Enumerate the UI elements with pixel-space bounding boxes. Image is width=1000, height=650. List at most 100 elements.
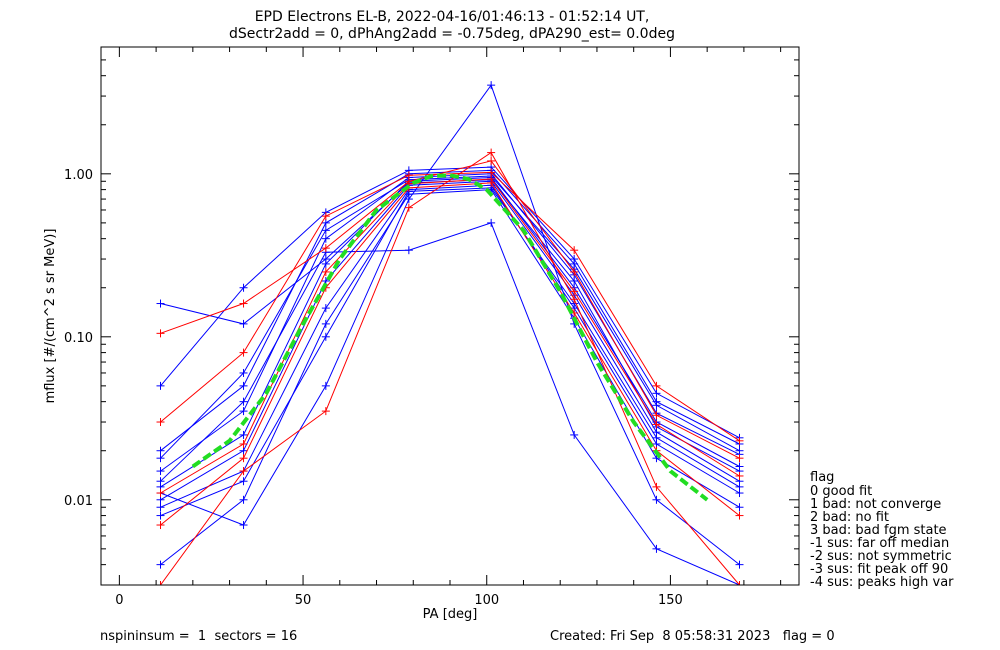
- data-point: [652, 433, 661, 442]
- legend-item: 3 bad: bad fgm state: [810, 523, 947, 538]
- data-point: [156, 299, 165, 308]
- data-point: [487, 168, 496, 177]
- x-tick-label: 50: [295, 593, 312, 608]
- data-point: [735, 482, 744, 491]
- legend-item: -4 sus: peaks high var: [810, 575, 954, 590]
- data-point: [652, 381, 661, 390]
- data-point: [321, 244, 330, 253]
- data-point: [156, 467, 165, 476]
- data-point: [487, 81, 496, 90]
- series-line: [160, 182, 740, 526]
- data-point: [239, 319, 248, 328]
- legend-item: -1 sus: far off median: [810, 536, 949, 551]
- data-point: [652, 420, 661, 429]
- data-point: [156, 581, 165, 585]
- series-line: [160, 222, 740, 585]
- series-line: [160, 173, 740, 472]
- x-tick-label: 100: [474, 593, 499, 608]
- data-point: [321, 407, 330, 416]
- series-line: [160, 151, 740, 585]
- data-point: [239, 454, 248, 463]
- data-point: [239, 439, 248, 448]
- series-line: [160, 180, 740, 501]
- plot-frame: [100, 46, 800, 586]
- data-point: [735, 503, 744, 512]
- data-point: [404, 203, 413, 212]
- data-point: [239, 368, 248, 377]
- series-line: [160, 166, 740, 439]
- data-point: [487, 156, 496, 165]
- data-point: [321, 332, 330, 341]
- series-line: [160, 171, 740, 442]
- data-point: [156, 381, 165, 390]
- series-line: [160, 160, 740, 459]
- data-point: [239, 397, 248, 406]
- y-axis-label: mflux [#/(cm^2 s sr MeV)]: [43, 229, 58, 404]
- series-line: [160, 189, 740, 565]
- data-point: [735, 560, 744, 569]
- data-point: [156, 511, 165, 520]
- data-point: [652, 482, 661, 491]
- data-point: [156, 418, 165, 427]
- data-point: [321, 218, 330, 227]
- data-point: [652, 389, 661, 398]
- series-layer: [156, 81, 744, 585]
- data-point: [239, 495, 248, 504]
- data-point: [239, 446, 248, 455]
- data-point: [652, 401, 661, 410]
- data-point: [156, 329, 165, 338]
- data-point: [156, 521, 165, 530]
- data-point: [321, 226, 330, 235]
- series-line: [160, 175, 740, 459]
- data-point: [239, 430, 248, 439]
- data-point: [735, 511, 744, 520]
- data-point: [570, 430, 579, 439]
- data-point: [735, 581, 744, 585]
- data-point: [321, 212, 330, 221]
- legend-title: flag: [810, 470, 834, 485]
- data-point: [487, 178, 496, 187]
- data-point: [735, 446, 744, 455]
- data-point: [239, 467, 248, 476]
- axes-layer: 0 50 100 150 0.01 0.10 1.00: [64, 46, 799, 608]
- data-point: [321, 267, 330, 276]
- data-point: [239, 477, 248, 486]
- chart-title-line1: EPD Electrons EL-B, 2022-04-16/01:46:13 …: [255, 9, 650, 25]
- data-point: [156, 495, 165, 504]
- data-point: [735, 436, 744, 445]
- data-point: [570, 255, 579, 264]
- data-point: [156, 454, 165, 463]
- data-point: [652, 544, 661, 553]
- data-point: [652, 411, 661, 420]
- data-point: [239, 299, 248, 308]
- x-axis-label: PA [deg]: [423, 607, 478, 622]
- series-line: [160, 169, 740, 452]
- footer-left: nspininsum = 1 sectors = 16: [100, 629, 297, 644]
- legend-item: -3 sus: fit peak off 90: [810, 562, 948, 577]
- data-point: [321, 255, 330, 264]
- data-point: [570, 246, 579, 255]
- data-point: [239, 283, 248, 292]
- data-point: [735, 454, 744, 463]
- data-point: [487, 148, 496, 157]
- series-line: [160, 176, 740, 488]
- data-point: [156, 446, 165, 455]
- data-point: [652, 495, 661, 504]
- data-point: [321, 319, 330, 328]
- data-point: [239, 348, 248, 357]
- data-point: [404, 171, 413, 180]
- data-point: [735, 471, 744, 480]
- data-point: [239, 407, 248, 416]
- series-line: [160, 178, 740, 494]
- data-point: [321, 304, 330, 313]
- data-point: [570, 267, 579, 276]
- legend-item: 2 bad: no fit: [810, 510, 889, 525]
- data-point: [321, 234, 330, 243]
- x-tick-label: 0: [115, 593, 123, 608]
- series-line: [160, 187, 740, 517]
- fit-layer: [191, 173, 709, 502]
- data-point: [570, 276, 579, 285]
- y-tick-label: 0.10: [64, 331, 93, 346]
- data-point: [156, 503, 165, 512]
